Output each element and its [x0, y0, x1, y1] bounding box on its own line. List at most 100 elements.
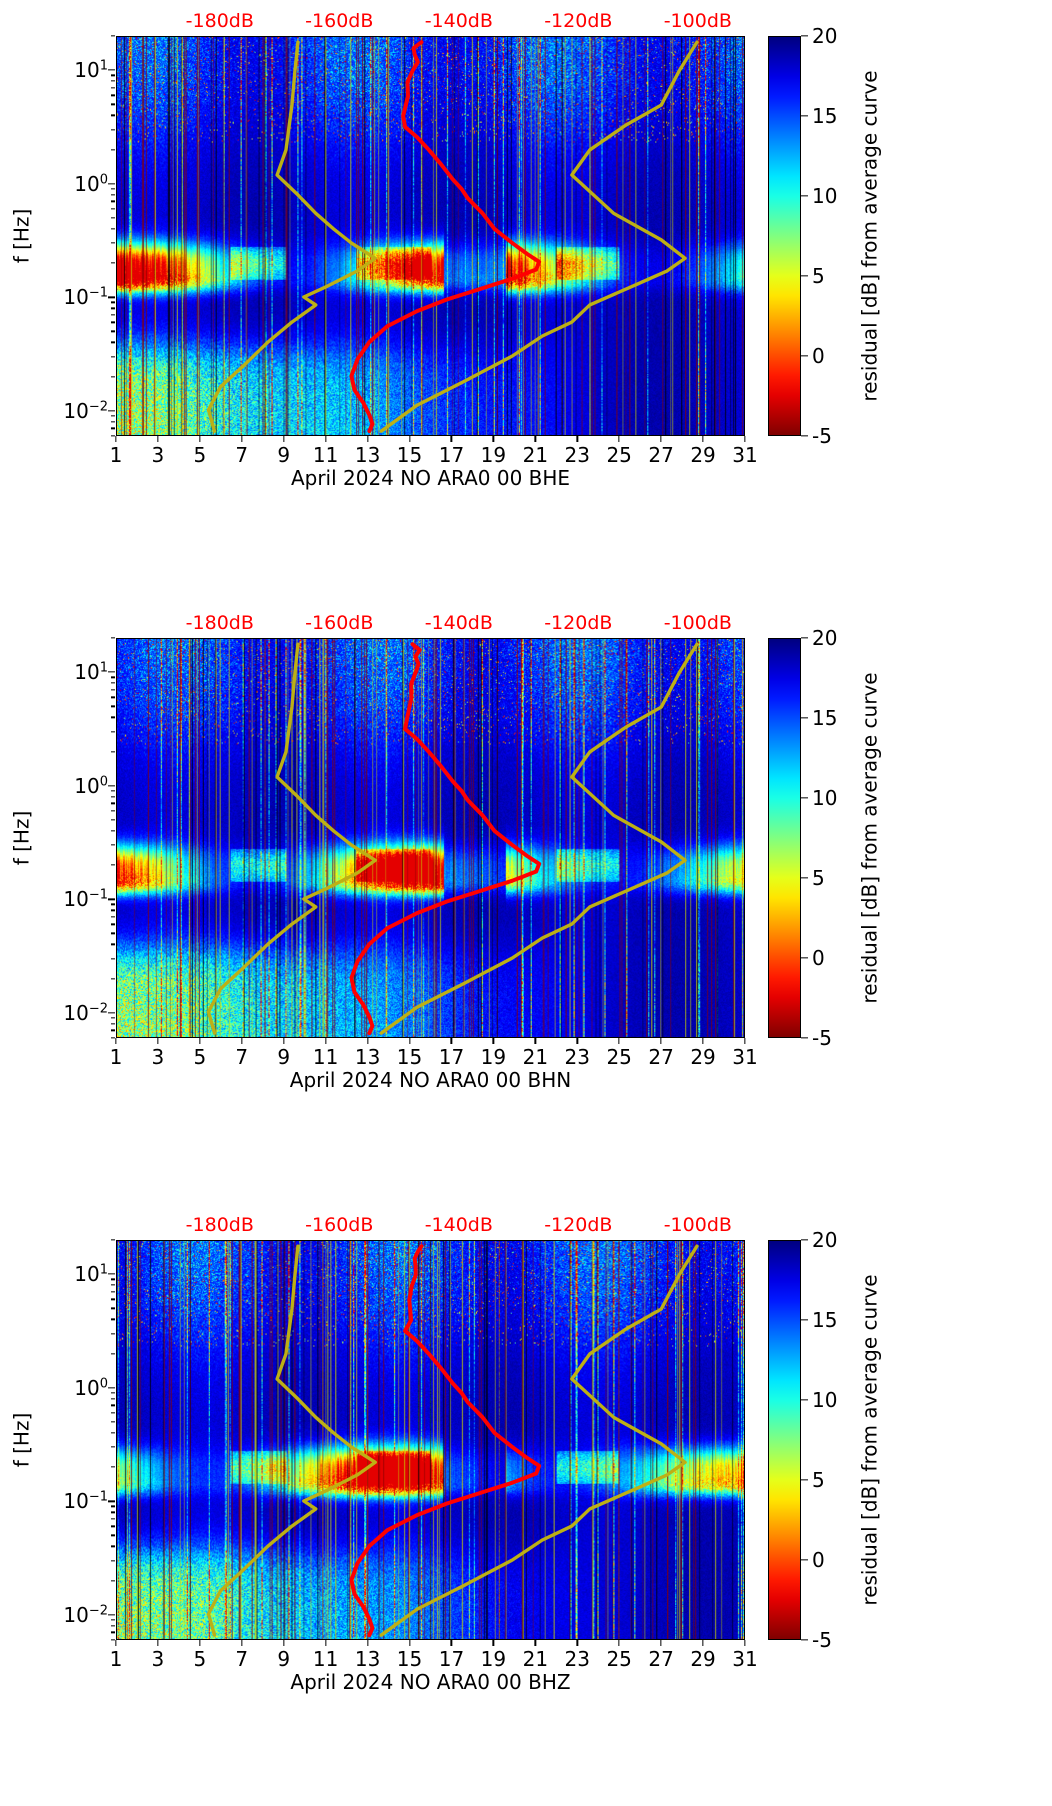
db-tick-label-1: -160dB: [305, 612, 374, 634]
x-tick-mark-9: [492, 1038, 495, 1044]
y-tick-minor: [111, 427, 115, 430]
y-tick-minor: [111, 242, 115, 244]
spectrogram-plot-area[interactable]: [116, 1240, 745, 1640]
y-tick-minor: [111, 689, 115, 691]
x-tick-mark-11: [576, 1038, 578, 1044]
x-tick-mark-2: [199, 1038, 201, 1044]
x-tick-label-11: 23: [564, 1647, 590, 1671]
colorbar-label: residual [dB] from average curve: [855, 638, 885, 1038]
x-tick-mark-5: [325, 1640, 327, 1646]
colorbar-gradient: [769, 1241, 800, 1639]
db-tick-label-2: -140dB: [424, 10, 493, 32]
x-axis-title: April 2024 NO ARA0 00 BHE: [290, 466, 571, 490]
x-tick-label-4: 9: [277, 1647, 291, 1671]
y-tick-minor: [111, 128, 115, 131]
colorbar-tick-mark-4: [801, 1559, 808, 1561]
y-tick-mark-0: [108, 69, 115, 71]
y-tick-mark-1: [108, 1387, 115, 1389]
x-tick-label-12: 25: [606, 1647, 632, 1671]
y-tick-minor: [111, 208, 115, 210]
colorbar-tick-label-5: -5: [812, 424, 832, 448]
spectrogram-heatmap: [117, 639, 744, 1037]
colorbar-label-text: residual [dB] from average curve: [858, 672, 882, 1004]
x-tick-label-7: 15: [396, 1647, 423, 1671]
x-tick-label-6: 13: [354, 1045, 381, 1069]
y-tick-mark-0: [108, 671, 115, 673]
y-tick-minor: [111, 435, 115, 437]
x-tick-mark-3: [241, 1640, 243, 1646]
x-tick-label-10: 21: [522, 1045, 549, 1069]
x-tick-label-7: 15: [396, 1045, 423, 1069]
y-tick-minor: [111, 943, 115, 946]
colorbar-tick-mark-1: [801, 1319, 808, 1321]
db-tick-label-1: -160dB: [305, 1214, 374, 1236]
y-tick-minor: [111, 1291, 115, 1293]
colorbar-tick-label-1: 15: [812, 706, 838, 730]
db-axis-top: -180dB -160dB -140dB -120dB -100dB: [116, 8, 745, 34]
x-tick-label-5: 11: [312, 1045, 339, 1069]
colorbar-gradient: [769, 37, 800, 435]
colorbar-ticks: 20 15 10 5 0 -5: [801, 626, 861, 1050]
y-tick-minor: [111, 1631, 115, 1634]
x-tick-mark-13: [660, 1640, 662, 1646]
db-tick-label-3: -120dB: [544, 10, 613, 32]
y-tick-minor: [111, 830, 115, 832]
colorbar-tick-mark-4: [801, 957, 808, 959]
y-tick-label-1: 100: [74, 773, 108, 798]
y-tick-minor: [111, 696, 115, 699]
y-tick-label-1: 100: [74, 171, 108, 196]
spectrogram-canvas-box: [117, 1241, 744, 1639]
x-tick-label-13: 27: [648, 443, 674, 467]
db-tick-label-0: -180dB: [185, 10, 254, 32]
x-tick-mark-12: [618, 436, 620, 442]
db-tick-label-4: -100dB: [663, 612, 732, 634]
x-tick-label-11: 23: [564, 443, 590, 467]
y-tick-minor: [111, 1398, 115, 1400]
ppsd-panel-bhe: -180dB -160dB -140dB -120dB -100dB f [Hz] 10…: [0, 0, 1052, 602]
y-axis-ticks: 101 100 10−1 10−2: [36, 36, 108, 436]
y-tick-minor: [111, 1352, 115, 1355]
x-tick-label-1: 3: [151, 1045, 165, 1069]
y-tick-minor: [111, 1307, 115, 1310]
x-tick-label-4: 9: [277, 443, 291, 467]
x-tick-label-14: 29: [690, 1045, 716, 1069]
colorbar-tick-label-5: -5: [812, 1026, 832, 1050]
y-tick-minor: [111, 87, 115, 89]
x-tick-mark-0: [115, 1640, 117, 1646]
y-tick-minor: [111, 916, 115, 918]
x-tick-label-15: 31: [732, 1647, 758, 1671]
colorbar-tick-mark-3: [801, 877, 808, 879]
y-tick-minor: [111, 355, 115, 358]
colorbar-ticks: 20 15 10 5 0 -5: [801, 24, 861, 448]
x-tick-label-2: 5: [193, 443, 207, 467]
x-tick-label-11: 23: [564, 1045, 590, 1069]
y-tick-minor: [111, 637, 115, 639]
x-tick-mark-3: [241, 1038, 243, 1044]
x-tick-mark-10: [534, 1640, 536, 1646]
db-axis-top: -180dB -160dB -140dB -120dB -100dB: [116, 1212, 745, 1238]
x-axis-title: April 2024 NO ARA0 00 BHN: [289, 1068, 572, 1092]
x-tick-mark-14: [702, 1038, 704, 1044]
spectrogram-plot-area[interactable]: [116, 638, 745, 1038]
x-tick-label-6: 13: [354, 443, 381, 467]
colorbar-label-text: residual [dB] from average curve: [858, 70, 882, 402]
colorbar-tick-label-2: 10: [812, 786, 838, 810]
x-axis-ticks: 1 3 5 7 9 11 13 15 17 19 21 23 25 27 29 31: [110, 1038, 758, 1072]
spectrogram-plot-area[interactable]: [116, 36, 745, 436]
y-axis-label: f [Hz]: [8, 638, 34, 1038]
colorbar-tick-label-3: 5: [812, 264, 825, 288]
db-tick-label-4: -100dB: [663, 1214, 732, 1236]
y-tick-minor: [111, 1511, 115, 1513]
colorbar-label: residual [dB] from average curve: [855, 1240, 885, 1640]
x-tick-label-4: 9: [277, 1045, 291, 1069]
x-tick-label-9: 19: [480, 1045, 507, 1069]
x-tick-mark-0: [115, 1038, 117, 1044]
colorbar-tick-mark-2: [801, 195, 808, 197]
y-tick-minor: [111, 730, 115, 733]
y-tick-label-0: 101: [74, 1262, 108, 1287]
y-tick-minor: [111, 1412, 115, 1414]
x-tick-mark-5: [325, 436, 327, 442]
y-tick-minor: [111, 716, 115, 719]
x-tick-label-3: 7: [235, 443, 249, 467]
x-tick-mark-13: [660, 1038, 662, 1044]
